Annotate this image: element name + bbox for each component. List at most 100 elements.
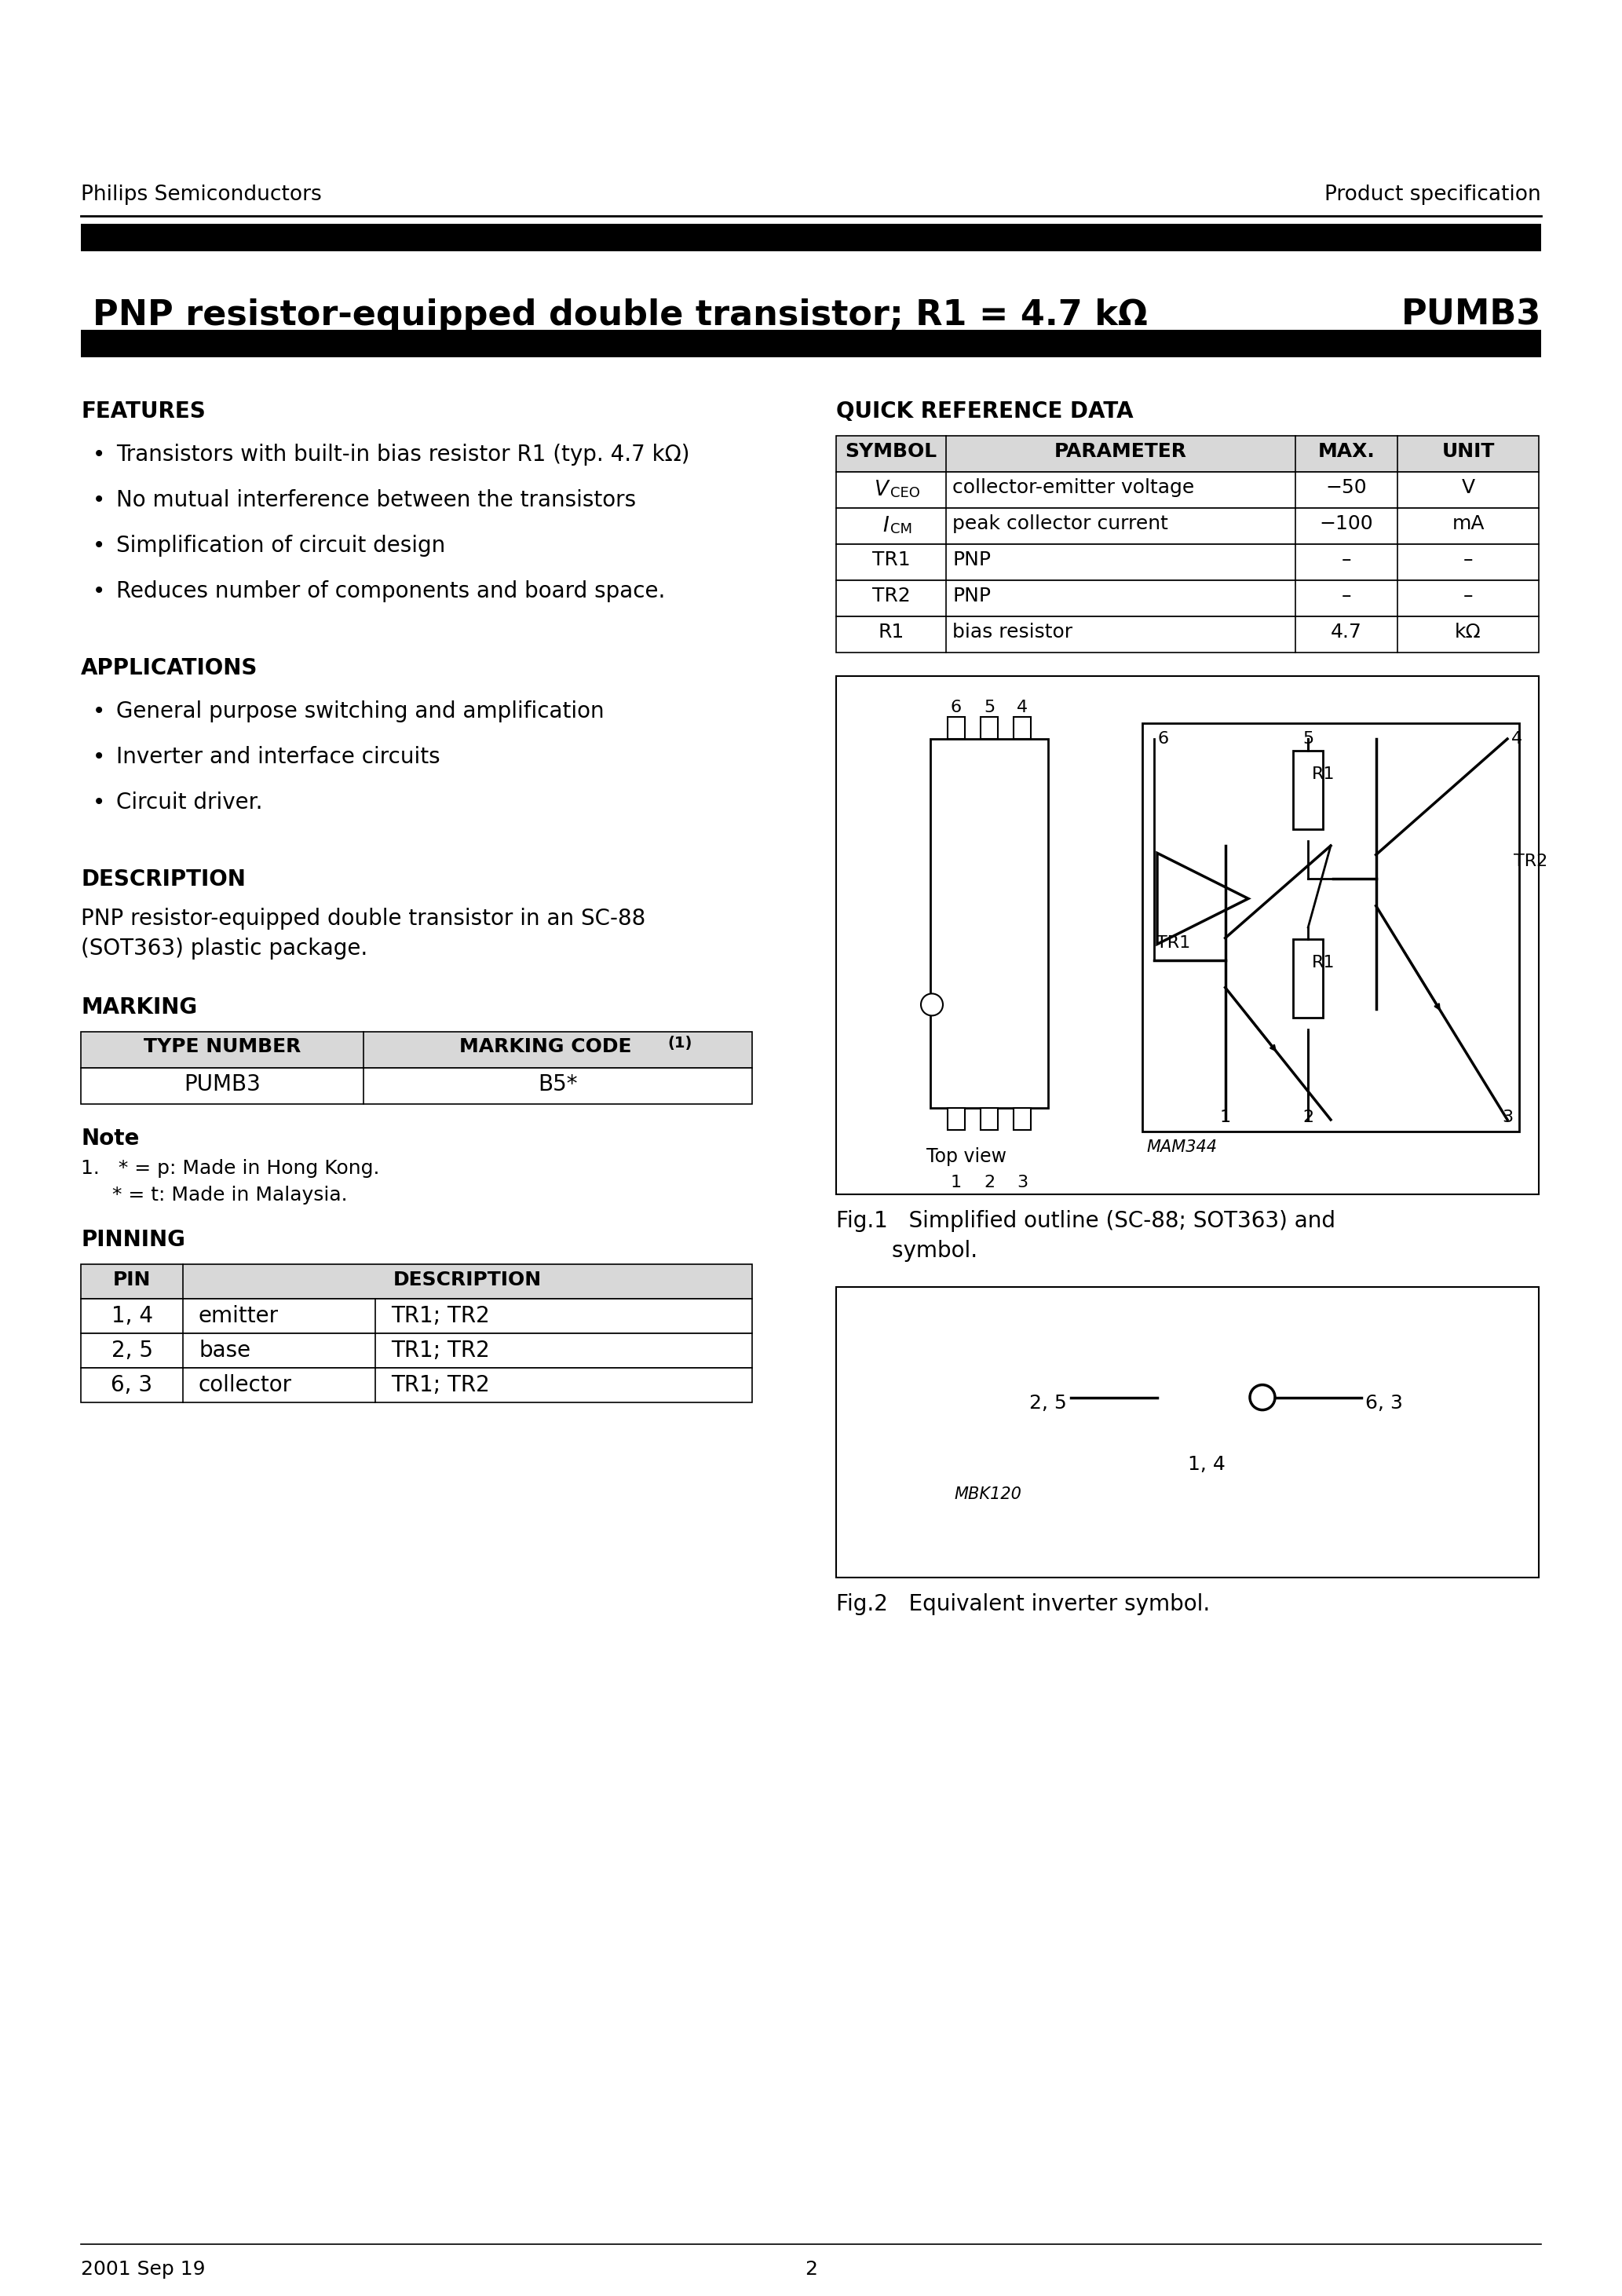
Text: 1.   * = p: Made in Hong Kong.: 1. * = p: Made in Hong Kong. [81, 1159, 380, 1178]
Bar [835, 507, 1539, 544]
Text: 5: 5 [983, 700, 994, 716]
Text: DESCRIPTION: DESCRIPTION [81, 868, 245, 891]
Text: PARAMETER: PARAMETER [1054, 443, 1187, 461]
Text: Product specification: Product specification [1325, 184, 1541, 204]
Text: R1: R1 [1312, 955, 1335, 971]
Text: Circuit driver.: Circuit driver. [117, 792, 263, 813]
Text: •: • [92, 746, 105, 767]
Bar [1014, 716, 1032, 739]
Text: 1, 4: 1, 4 [110, 1304, 152, 1327]
Text: 4: 4 [1512, 730, 1523, 746]
Text: 2: 2 [983, 1176, 994, 1189]
Text: APPLICATIONS: APPLICATIONS [81, 657, 258, 680]
Text: •: • [92, 581, 105, 602]
Text: TR2: TR2 [873, 585, 910, 606]
Bar [81, 1265, 753, 1300]
Text: 2001 Sep 19: 2001 Sep 19 [81, 2259, 206, 2278]
Bar [81, 223, 1541, 250]
Text: collector-emitter voltage: collector-emitter voltage [952, 478, 1194, 496]
Bar [835, 473, 1539, 507]
Text: PNP: PNP [952, 585, 991, 606]
Text: –: – [1341, 551, 1351, 569]
Text: •: • [92, 535, 105, 556]
Circle shape [1251, 1384, 1275, 1410]
Text: −50: −50 [1325, 478, 1367, 496]
Text: TR1; TR2: TR1; TR2 [391, 1339, 490, 1362]
Text: emitter: emitter [198, 1304, 279, 1327]
Bar [81, 1068, 753, 1104]
Text: SYMBOL: SYMBOL [845, 443, 938, 461]
Text: •: • [92, 792, 105, 813]
Text: MBK120: MBK120 [954, 1486, 1022, 1502]
Text: 4.7: 4.7 [1330, 622, 1362, 641]
Text: −100: −100 [1319, 514, 1374, 533]
Text: PINNING: PINNING [81, 1228, 185, 1251]
Circle shape [921, 994, 942, 1015]
Text: PUMB3: PUMB3 [1401, 298, 1541, 333]
Text: mA: mA [1452, 514, 1484, 533]
Text: * = t: Made in Malaysia.: * = t: Made in Malaysia. [81, 1185, 347, 1205]
Text: Transistors with built-in bias resistor R1 (typ. 4.7 kΩ): Transistors with built-in bias resistor … [117, 443, 689, 466]
Text: bias resistor: bias resistor [952, 622, 1072, 641]
Text: DESCRIPTION: DESCRIPTION [393, 1270, 542, 1290]
Bar [947, 1109, 965, 1130]
Bar [835, 615, 1539, 652]
Text: Top view: Top view [926, 1148, 1007, 1166]
Text: CEO: CEO [890, 487, 920, 501]
Text: 6, 3: 6, 3 [110, 1373, 152, 1396]
Text: B5*: B5* [537, 1075, 577, 1095]
Text: –: – [1463, 585, 1473, 606]
Bar [931, 739, 1048, 1109]
Text: PNP resistor-equipped double transistor in an SC-88: PNP resistor-equipped double transistor … [81, 907, 646, 930]
Text: QUICK REFERENCE DATA: QUICK REFERENCE DATA [835, 400, 1134, 422]
Text: TR2: TR2 [1513, 854, 1547, 870]
Text: TR1: TR1 [873, 551, 910, 569]
Text: 2, 5: 2, 5 [1030, 1394, 1067, 1412]
Text: collector: collector [198, 1373, 292, 1396]
Text: TR1; TR2: TR1; TR2 [391, 1373, 490, 1396]
Text: TR1; TR2: TR1; TR2 [391, 1304, 490, 1327]
Text: R1: R1 [1312, 767, 1335, 783]
Text: •: • [92, 443, 105, 466]
Text: •: • [92, 489, 105, 512]
Text: base: base [198, 1339, 250, 1362]
Bar [81, 331, 1541, 358]
Text: 4: 4 [1017, 700, 1028, 716]
Bar [981, 1109, 998, 1130]
Text: kΩ: kΩ [1455, 622, 1481, 641]
Text: PUMB3: PUMB3 [183, 1075, 261, 1095]
Text: 6: 6 [1158, 730, 1169, 746]
Text: I: I [882, 517, 889, 537]
Text: TYPE NUMBER: TYPE NUMBER [143, 1038, 300, 1056]
Text: 1: 1 [950, 1176, 962, 1189]
Bar [835, 675, 1539, 1194]
Text: Simplification of circuit design: Simplification of circuit design [117, 535, 446, 556]
Text: 2: 2 [1302, 1109, 1314, 1125]
Bar [1293, 939, 1324, 1017]
Text: CM: CM [890, 521, 912, 537]
Text: (1): (1) [667, 1035, 693, 1052]
Text: R1: R1 [878, 622, 903, 641]
Text: symbol.: symbol. [835, 1240, 978, 1263]
Text: PNP resistor-equipped double transistor; R1 = 4.7 kΩ: PNP resistor-equipped double transistor;… [92, 298, 1148, 333]
Text: Inverter and interface circuits: Inverter and interface circuits [117, 746, 440, 767]
Text: 3: 3 [1017, 1176, 1028, 1189]
Text: Reduces number of components and board space.: Reduces number of components and board s… [117, 581, 665, 602]
Text: General purpose switching and amplification: General purpose switching and amplificat… [117, 700, 605, 723]
Bar [81, 1334, 753, 1368]
Text: •: • [92, 700, 105, 723]
Text: UNIT: UNIT [1442, 443, 1494, 461]
Bar [947, 716, 965, 739]
Text: peak collector current: peak collector current [952, 514, 1168, 533]
Text: 3: 3 [1502, 1109, 1513, 1125]
Text: 2, 5: 2, 5 [110, 1339, 152, 1362]
Polygon shape [1156, 854, 1249, 944]
Bar [81, 1368, 753, 1403]
Text: MAM344: MAM344 [1147, 1139, 1216, 1155]
Text: No mutual interference between the transistors: No mutual interference between the trans… [117, 489, 636, 512]
Bar [981, 716, 998, 739]
Text: –: – [1463, 551, 1473, 569]
Text: Fig.2   Equivalent inverter symbol.: Fig.2 Equivalent inverter symbol. [835, 1593, 1210, 1614]
Bar [835, 1288, 1539, 1577]
Bar [1142, 723, 1520, 1132]
